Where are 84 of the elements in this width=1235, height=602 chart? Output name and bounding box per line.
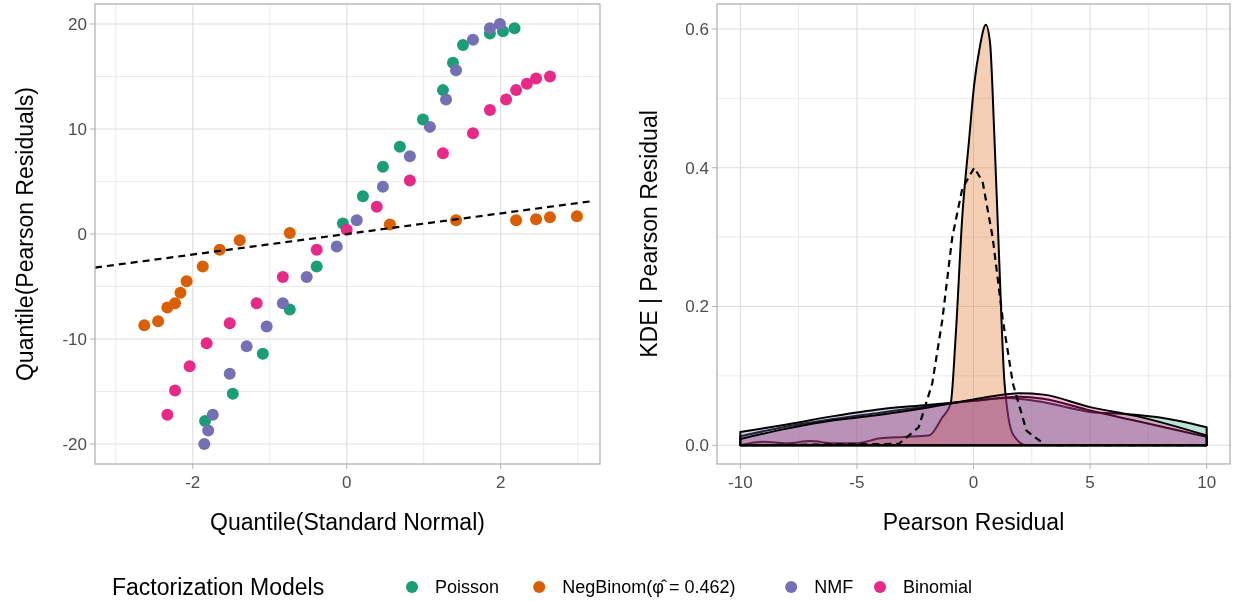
point	[450, 64, 463, 77]
point	[161, 408, 174, 421]
point	[370, 200, 383, 213]
point	[436, 84, 449, 97]
point	[152, 315, 165, 328]
point	[510, 84, 523, 97]
point	[520, 77, 533, 90]
y-tick-label: 0.0	[685, 436, 709, 456]
line-series	[739, 166, 1208, 447]
point	[466, 33, 479, 46]
point	[436, 147, 449, 160]
point	[500, 93, 513, 106]
x-tick-label: -5	[849, 473, 865, 492]
point	[466, 127, 479, 140]
point	[206, 408, 219, 421]
legend-label: NegBinom(φ̂ = 0.462)	[562, 577, 736, 598]
point	[223, 317, 236, 330]
x-tick-label: 0	[968, 473, 979, 492]
point	[510, 214, 523, 227]
point	[376, 160, 389, 173]
point	[423, 120, 436, 133]
point	[330, 240, 343, 253]
point	[508, 22, 521, 35]
point	[440, 93, 453, 106]
point	[260, 320, 273, 333]
point	[169, 384, 182, 397]
point	[202, 424, 215, 437]
point	[226, 387, 239, 400]
point	[198, 438, 211, 451]
y-tick-label: 0.4	[685, 158, 709, 178]
point	[250, 297, 263, 310]
point	[138, 319, 151, 332]
point	[310, 260, 323, 273]
point	[169, 297, 182, 310]
point	[393, 140, 406, 153]
point	[223, 367, 236, 380]
point	[456, 38, 469, 51]
point	[240, 340, 253, 353]
y-axis-title: KDE | Pearson Residual	[636, 110, 662, 358]
point	[403, 150, 416, 163]
y-tick-label: 0.2	[685, 297, 709, 317]
point	[493, 17, 506, 30]
point	[276, 271, 289, 284]
point	[180, 275, 193, 288]
point	[276, 297, 289, 310]
point	[233, 234, 246, 247]
x-tick-label: -10	[728, 473, 753, 492]
y-tick-label: -10	[62, 329, 87, 349]
y-tick-label: 0	[77, 224, 87, 244]
point	[200, 337, 213, 350]
point	[530, 72, 543, 85]
y-tick-label: -20	[62, 435, 87, 454]
point	[543, 70, 556, 83]
point	[403, 174, 416, 187]
legend-label: Poisson	[435, 577, 500, 598]
point	[530, 213, 543, 226]
point	[483, 104, 496, 117]
x-tick-label: 10	[1197, 473, 1217, 492]
point	[570, 210, 583, 223]
point	[543, 211, 556, 224]
x-tick-label: 2	[495, 473, 506, 492]
x-tick-label: -2	[185, 473, 201, 492]
point	[183, 360, 196, 373]
point	[256, 347, 269, 360]
point	[483, 22, 496, 35]
y-tick-label: 10	[68, 119, 87, 139]
x-tick-label: 0	[342, 473, 352, 492]
point	[356, 190, 369, 203]
point	[196, 260, 209, 273]
x-axis-title: Quantile(Standard Normal)	[210, 509, 485, 535]
point	[300, 271, 313, 284]
point	[350, 214, 363, 227]
legend-label: Binomial	[903, 577, 973, 598]
point	[310, 243, 323, 256]
legend-title: Factorization Models	[112, 574, 325, 601]
point	[376, 180, 389, 193]
x-axis-title: Pearson Residual	[882, 509, 1065, 535]
x-tick-label: 5	[1085, 473, 1095, 492]
legend-label: NMF	[814, 577, 854, 598]
point	[283, 226, 296, 239]
point	[174, 286, 187, 299]
y-tick-label: 0.6	[685, 19, 709, 39]
y-axis-title: Quantile(Pearson Residuals)	[12, 86, 38, 382]
y-tick-label: 20	[68, 14, 87, 34]
